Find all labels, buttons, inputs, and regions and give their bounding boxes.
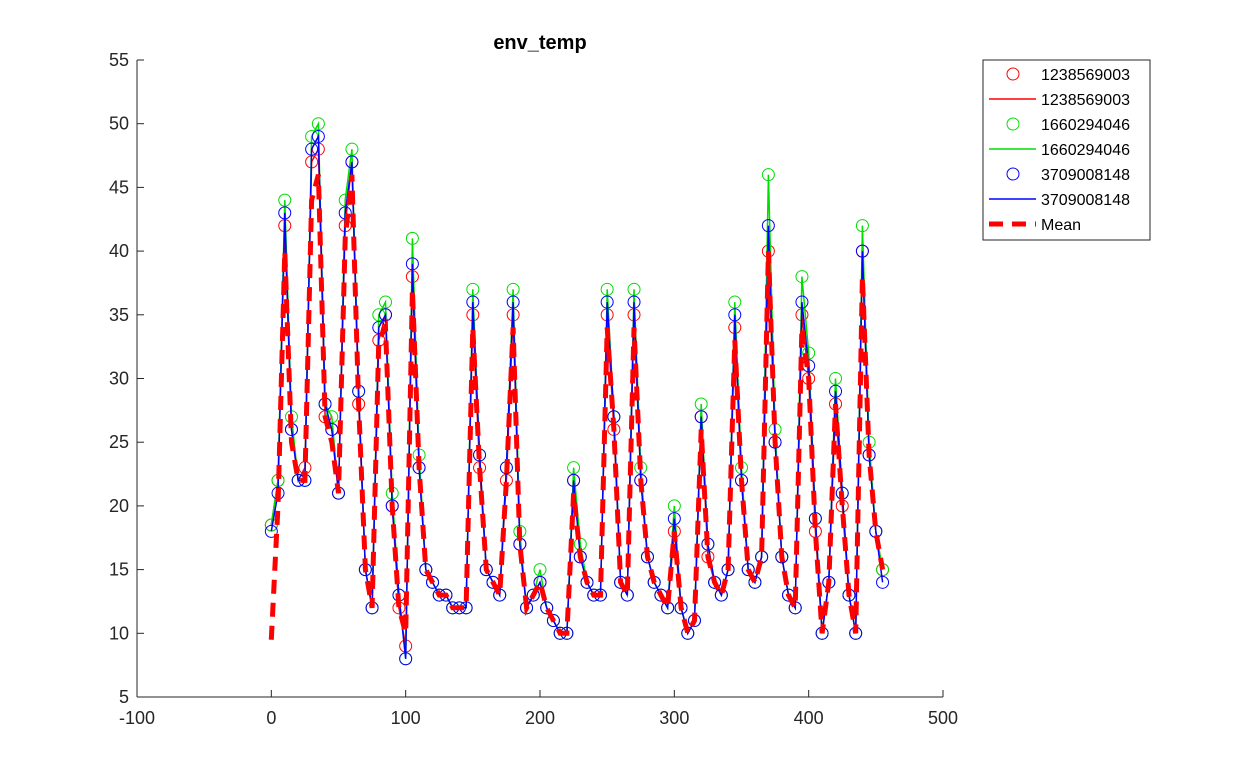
series-line — [268, 174, 886, 641]
legend-items: 1238569003 1238569003 1660294046 1660294046… — [989, 67, 1130, 234]
data-point — [345, 155, 359, 169]
y-tick-label: 10 — [109, 623, 129, 643]
series-3 — [268, 174, 886, 641]
data-point — [829, 372, 843, 385]
data-point — [526, 588, 540, 602]
legend-entry: 3709008148 — [989, 192, 1130, 209]
data-point — [829, 384, 843, 398]
data-point — [694, 397, 708, 411]
data-point — [426, 575, 440, 589]
y-tick-label: 35 — [109, 305, 129, 325]
data-point — [795, 295, 809, 309]
legend-label: Mean — [1041, 217, 1081, 234]
data-point — [876, 575, 890, 589]
data-point — [788, 601, 802, 615]
x-tick-label: 100 — [391, 708, 421, 728]
data-point — [278, 193, 292, 207]
data-point — [379, 295, 393, 309]
legend-entry: 1238569003 — [1006, 67, 1130, 84]
plot-area — [137, 60, 943, 697]
y-ticks: 5 10 15 20 25 30 35 40 45 50 55 — [109, 50, 144, 707]
legend-entry: 1238569003 — [989, 92, 1130, 109]
data-point — [493, 588, 507, 602]
data-point — [667, 512, 681, 526]
x-tick-label: 500 — [928, 708, 958, 728]
data-point — [264, 524, 278, 538]
data-point — [345, 142, 359, 156]
legend-entry: Mean — [989, 217, 1081, 234]
data-point — [627, 295, 641, 309]
series-layer — [264, 117, 890, 666]
x-tick-label: -100 — [119, 708, 155, 728]
data-point — [761, 219, 775, 233]
data-point — [567, 461, 581, 475]
data-point — [728, 295, 742, 309]
data-point — [667, 499, 681, 513]
data-point — [627, 282, 641, 296]
data-point — [694, 410, 708, 424]
data-point — [600, 282, 614, 296]
data-point — [533, 563, 547, 577]
data-point — [728, 308, 742, 322]
legend-marker — [1006, 67, 1020, 81]
data-point — [600, 295, 614, 309]
data-point — [741, 563, 755, 577]
y-tick-label: 5 — [119, 687, 129, 707]
x-tick-label: 400 — [794, 708, 824, 728]
chart-title: env_temp — [493, 32, 586, 54]
legend-entry: 3709008148 — [1006, 167, 1130, 184]
x-tick-label: 200 — [525, 708, 555, 728]
legend: 1238569003 1238569003 1660294046 1660294046… — [982, 59, 1151, 241]
data-point — [540, 601, 554, 615]
data-point — [311, 117, 325, 131]
legend-label: 1238569003 — [1041, 67, 1130, 84]
legend-marker — [1006, 167, 1020, 181]
x-tick-label: 0 — [266, 708, 276, 728]
legend-entry: 1660294046 — [1006, 117, 1130, 134]
data-point — [405, 231, 419, 245]
legend-entry: 1660294046 — [989, 142, 1130, 159]
data-point — [399, 652, 413, 666]
data-point — [506, 295, 520, 309]
data-point — [855, 219, 869, 233]
data-point — [466, 295, 480, 309]
data-point — [748, 575, 762, 589]
legend-label: 1660294046 — [1041, 142, 1130, 159]
y-tick-label: 55 — [109, 50, 129, 70]
data-point — [278, 206, 292, 220]
legend-label: 1660294046 — [1041, 117, 1130, 134]
data-point — [311, 129, 325, 143]
x-tick-label: 300 — [659, 708, 689, 728]
data-point — [305, 142, 319, 156]
legend-label: 3709008148 — [1041, 192, 1130, 209]
y-tick-label: 50 — [109, 114, 129, 134]
y-tick-label: 40 — [109, 241, 129, 261]
data-point — [419, 563, 433, 577]
data-point — [855, 244, 869, 258]
data-point — [546, 614, 560, 628]
legend-marker — [1006, 117, 1020, 131]
y-tick-label: 20 — [109, 496, 129, 516]
data-point — [567, 473, 581, 487]
y-tick-label: 25 — [109, 432, 129, 452]
data-point — [405, 257, 419, 271]
data-point — [379, 308, 393, 322]
data-point — [466, 282, 480, 296]
data-point — [761, 168, 775, 182]
y-tick-label: 45 — [109, 177, 129, 197]
legend-box — [982, 59, 1151, 241]
legend-label: 3709008148 — [1041, 167, 1130, 184]
data-point — [795, 270, 809, 284]
x-ticks: -100 0 100 200 300 400 500 — [119, 690, 958, 728]
y-tick-label: 30 — [109, 369, 129, 389]
data-point — [506, 282, 520, 296]
y-tick-label: 15 — [109, 560, 129, 580]
legend-label: 1238569003 — [1041, 92, 1130, 109]
